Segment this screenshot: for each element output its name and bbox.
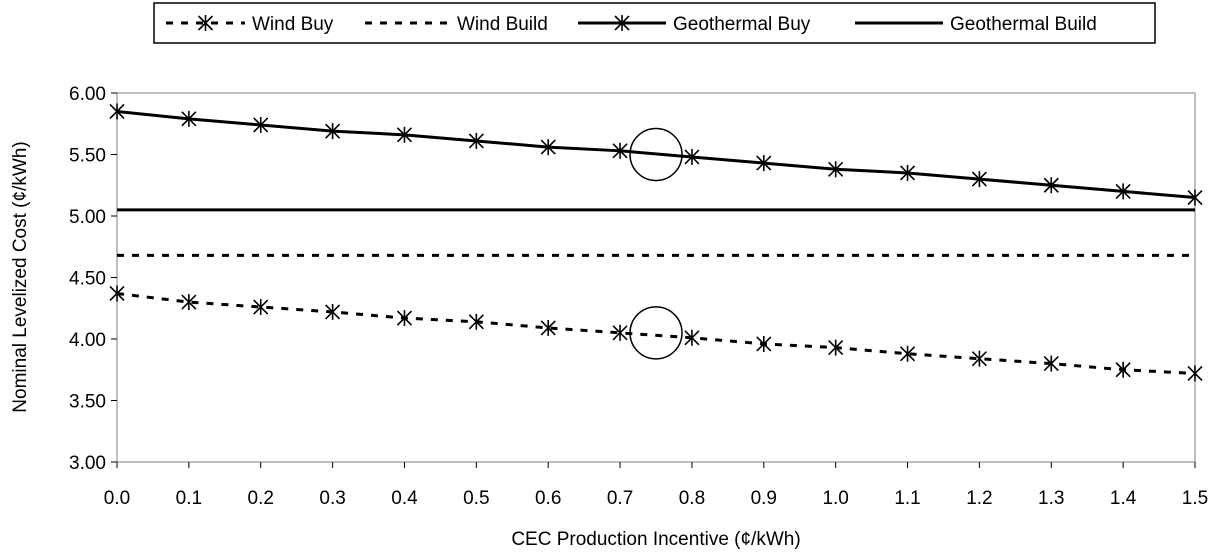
data-point-geothermal-buy: [612, 142, 628, 159]
data-point-geothermal-buy: [684, 148, 700, 165]
series-line-wind-buy: [116, 292, 1196, 375]
data-point-wind-buy: [1115, 361, 1131, 378]
y-tick-label: 3.00: [69, 453, 106, 474]
series-line-geothermal-buy: [116, 109, 1196, 200]
data-point-geothermal-buy: [756, 155, 772, 172]
data-point-wind-buy: [109, 285, 125, 302]
legend-label-wind-build: Wind Build: [457, 14, 548, 35]
data-point-wind-buy: [684, 329, 700, 346]
data-point-geothermal-buy: [253, 116, 269, 133]
data-point-wind-buy: [1043, 355, 1059, 372]
data-point-wind-buy: [253, 299, 269, 316]
data-point-geothermal-buy: [1187, 189, 1203, 206]
data-point-geothermal-buy: [971, 171, 987, 188]
x-tick-label: 1.2: [966, 488, 992, 509]
legend-label-geothermal-build: Geothermal Build: [950, 14, 1097, 35]
x-tick-label: 1.0: [822, 488, 848, 509]
x-tick-label: 0.9: [751, 488, 777, 509]
legend-marker-wind-buy: [197, 15, 214, 31]
legend: Wind Buy Wind Build Geothermal Buy Geotherm…: [166, 14, 1097, 35]
data-point-wind-buy: [828, 339, 844, 356]
legend-label-wind-buy: Wind Buy: [252, 14, 334, 35]
y-tick-label: 4.50: [69, 269, 106, 290]
x-tick-label: 0.6: [535, 488, 561, 509]
data-point-wind-buy: [971, 350, 987, 367]
x-tick-label: 1.4: [1110, 488, 1137, 509]
y-tick-label: 3.50: [69, 392, 106, 413]
data-point-geothermal-buy: [396, 126, 413, 143]
data-point-geothermal-buy: [109, 103, 125, 120]
x-axis: 0.0 0.1 0.2 0.3 0.4 0.5 0.6 0.7 0.8 0.9 1.0 1.1 1.2 1…: [104, 462, 1208, 509]
y-tick-label: 6.00: [69, 84, 106, 105]
data-point-wind-buy: [325, 303, 341, 320]
x-tick-label: 1.3: [1038, 488, 1064, 509]
x-tick-label: 1.1: [894, 488, 920, 509]
data-point-geothermal-buy: [468, 132, 484, 149]
data-point-wind-buy: [899, 345, 916, 362]
x-tick-label: 0.3: [319, 488, 345, 509]
annotation-circle: [629, 127, 683, 182]
data-point-wind-buy: [1187, 365, 1203, 382]
x-tick-label: 0.8: [679, 488, 705, 509]
data-point-wind-buy: [181, 294, 197, 311]
legend-label-geothermal-buy: Geothermal Buy: [673, 14, 811, 35]
x-tick-label: 0.0: [104, 488, 130, 509]
x-tick-label: 0.7: [607, 488, 633, 509]
data-point-geothermal-buy: [1043, 177, 1059, 194]
annotations: [629, 127, 683, 360]
data-point-wind-buy: [756, 335, 772, 352]
y-tick-label: 5.00: [69, 207, 106, 228]
data-point-geothermal-buy: [899, 164, 916, 181]
data-point-geothermal-buy: [540, 139, 556, 156]
legend-marker-geothermal-buy: [614, 15, 630, 31]
data-point-wind-buy: [396, 310, 413, 327]
data-point-wind-buy: [540, 319, 556, 336]
x-tick-label: 1.5: [1182, 488, 1208, 509]
plot-area: [116, 92, 1196, 463]
y-axis: 3.00 3.50 4.00 4.50 5.00 5.50 6.00: [69, 84, 117, 474]
annotation-circle: [629, 306, 683, 360]
y-tick-label: 4.00: [69, 330, 106, 351]
data-point-geothermal-buy: [828, 161, 844, 178]
data-point-wind-buy: [468, 313, 484, 330]
data-point-wind-buy: [612, 324, 628, 341]
data-point-geothermal-buy: [181, 110, 197, 127]
x-tick-label: 0.5: [463, 488, 489, 509]
data-point-geothermal-buy: [1115, 183, 1131, 200]
x-axis-title: CEC Production Incentive (¢/kWh): [511, 529, 800, 550]
x-tick-label: 0.4: [391, 488, 418, 509]
y-tick-label: 5.50: [69, 146, 106, 167]
series-layer: [109, 103, 1203, 382]
x-tick-label: 0.1: [176, 488, 202, 509]
x-tick-label: 0.2: [248, 488, 274, 509]
y-axis-title: Nominal Levelized Cost (¢/kWh): [10, 141, 31, 412]
data-point-geothermal-buy: [325, 123, 341, 140]
